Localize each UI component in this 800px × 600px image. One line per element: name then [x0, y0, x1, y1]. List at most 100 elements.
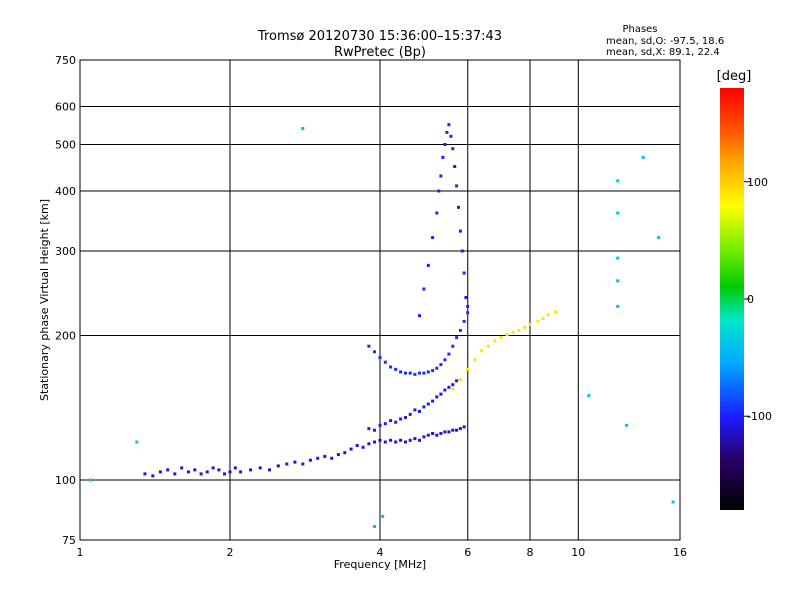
data-point-vertical-spread: [435, 211, 439, 215]
data-point-lower-trace: [422, 435, 426, 439]
x-tick-label: 4: [377, 546, 384, 559]
colorbar-tick-label: -100: [747, 410, 772, 423]
data-point-lower-trace: [349, 447, 353, 451]
data-point-lower-trace: [426, 433, 430, 437]
data-point-lower-trace: [394, 440, 398, 444]
data-point-x-mode: [458, 378, 462, 381]
data-point-lower-trace: [249, 468, 253, 472]
phase-stats: Phases mean, sd,O: -97.5, 18.6 mean, sd,…: [606, 24, 724, 58]
data-point-middle-trace: [451, 383, 455, 387]
data-point-x-mode: [499, 336, 503, 340]
data-point-lower-trace: [330, 456, 334, 460]
data-point-vertical-spread: [418, 314, 421, 318]
data-point-scattered: [373, 525, 376, 528]
data-point-lower-trace: [431, 432, 435, 435]
data-point-lower-trace: [211, 466, 215, 470]
data-point-x-mode: [554, 310, 557, 314]
data-point-lower-trace: [173, 472, 177, 476]
data-point-x-mode: [511, 330, 515, 334]
data-point-lower-trace: [418, 438, 421, 442]
data-point-lower-trace: [223, 472, 226, 476]
data-point-middle-trace: [447, 385, 451, 389]
data-point-lower-trace: [186, 470, 190, 474]
data-point-upper-trace: [451, 344, 455, 348]
chart-subtitle: RwPretec (Bp): [334, 45, 426, 60]
data-point-x-mode: [480, 349, 484, 353]
stats-o-line: mean, sd,O: -97.5, 18.6: [606, 36, 724, 47]
data-point-vertical-spread: [453, 165, 457, 168]
data-point-scattered: [381, 514, 385, 518]
chart-title-group: Tromsø 20120730 15:36:00–15:37:43 RwPret…: [257, 29, 502, 60]
data-point-lower-trace: [458, 427, 462, 431]
data-point-lower-trace: [447, 430, 451, 434]
data-point-lower-trace: [228, 470, 232, 474]
data-point-lower-trace: [355, 444, 359, 447]
data-point-lower-trace: [239, 470, 243, 474]
data-point-lower-trace: [435, 433, 439, 437]
data-point-lower-trace: [367, 442, 371, 446]
data-point-vertical-spread: [447, 123, 451, 127]
y-tick-label: 200: [55, 330, 76, 343]
data-point-upper-trace: [378, 356, 382, 359]
data-point-middle-trace: [367, 427, 371, 431]
data-point-upper-trace: [394, 367, 398, 371]
data-point-vertical-spread: [451, 147, 455, 151]
data-point-vertical-spread: [445, 130, 449, 134]
data-point-lower-trace: [399, 438, 403, 442]
data-point-lower-trace: [323, 454, 327, 458]
y-axis: 75 100 200 300 400 500 600 750: [55, 54, 76, 547]
data-point-x-mode: [536, 319, 540, 323]
data-point-scattered: [616, 304, 620, 308]
data-point-middle-trace: [389, 419, 393, 423]
x-axis: 1 2 4 6 8 10 16: [77, 546, 688, 559]
stats-heading: Phases: [622, 24, 657, 35]
x-tick-label: 16: [673, 546, 687, 559]
data-point-scattered: [616, 179, 620, 183]
data-point-middle-trace: [413, 408, 417, 412]
y-tick-label: 750: [55, 54, 76, 67]
data-point-lower-trace: [383, 440, 387, 444]
data-point-lower-trace: [413, 437, 417, 441]
data-point-x-mode: [541, 317, 545, 320]
data-point-upper-trace: [422, 371, 426, 375]
data-point-middle-trace: [426, 402, 430, 406]
data-point-vertical-spread: [443, 143, 447, 146]
data-point-middle-trace: [383, 422, 387, 426]
data-point-vertical-spread: [458, 229, 462, 233]
data-point-x-mode: [473, 358, 477, 362]
data-point-x-mode: [505, 333, 509, 336]
data-point-lower-trace: [217, 468, 221, 472]
y-axis-label: Stationary phase Virtual Height [km]: [38, 199, 51, 401]
data-point-upper-trace: [413, 372, 417, 376]
data-point-lower-trace: [151, 474, 155, 478]
data-point-upper-trace: [383, 360, 387, 364]
data-point-upper-trace: [435, 366, 439, 370]
x-axis-label: Frequency [MHz]: [334, 558, 426, 571]
data-point-vertical-spread: [460, 249, 464, 253]
data-point-upper-trace: [399, 370, 403, 374]
stats-x-line: mean, sd,X: 89.1, 22.4: [606, 47, 720, 58]
data-point-x-mode: [523, 325, 526, 329]
data-point-lower-trace: [439, 432, 443, 435]
data-point-x-mode: [493, 339, 497, 343]
data-point-vertical-spread: [455, 184, 459, 188]
data-point-middle-trace: [404, 416, 407, 419]
data-point-lower-trace: [199, 472, 203, 476]
data-point-lower-trace: [378, 438, 382, 442]
data-point-lower-trace: [285, 462, 289, 466]
data-point-middle-trace: [422, 405, 426, 409]
data-point-middle-trace: [443, 388, 447, 392]
data-point-middle-trace: [439, 392, 443, 396]
colorbar-tick-label: 100: [747, 176, 768, 189]
data-point-x-mode: [451, 387, 455, 391]
data-point-scattered: [616, 211, 620, 215]
data-point-lower-trace: [408, 438, 412, 442]
data-point-lower-trace: [389, 438, 393, 442]
data-point-upper-trace: [455, 336, 459, 340]
data-point-lower-trace: [451, 428, 455, 432]
data-point-lower-trace: [193, 468, 197, 472]
data-point-scattered: [616, 256, 620, 260]
data-point-lower-trace: [166, 468, 170, 472]
data-point-upper-trace: [404, 371, 407, 375]
data-point-vertical-spread: [449, 134, 453, 138]
